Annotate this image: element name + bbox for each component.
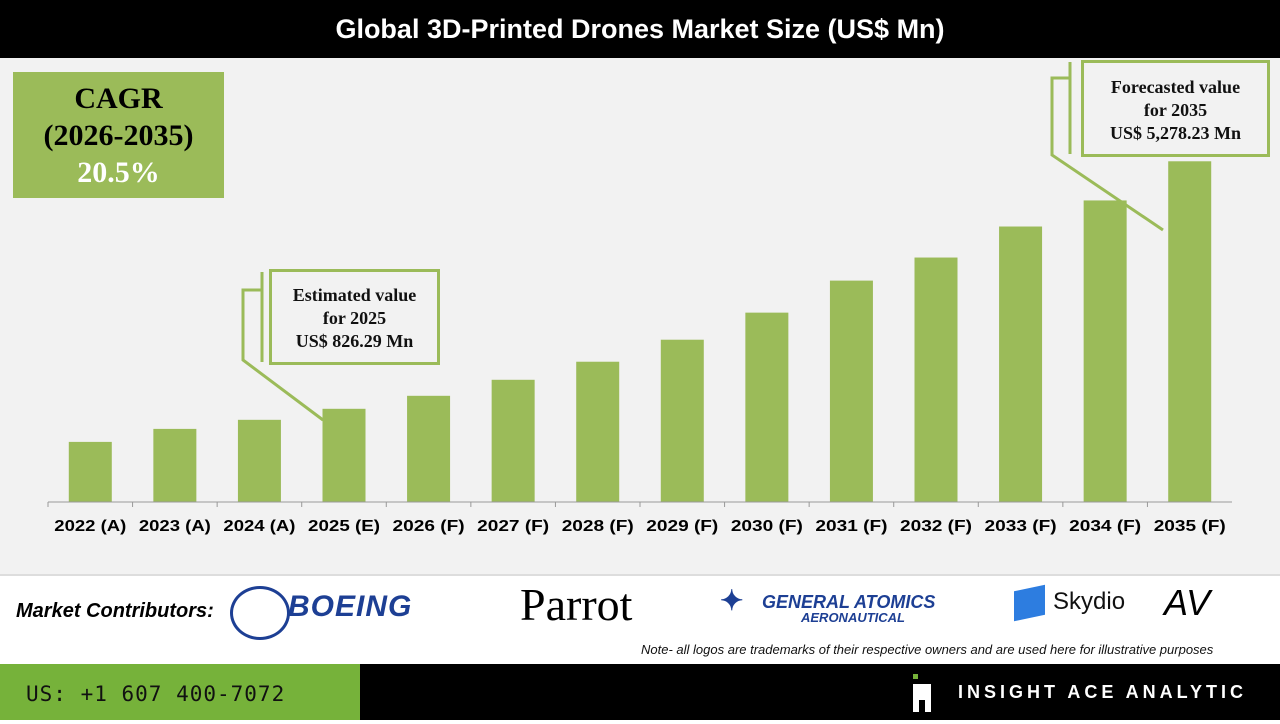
x-tick-label: 2028 (F) xyxy=(562,518,634,535)
x-tick-label: 2031 (F) xyxy=(815,518,887,535)
x-tick-label: 2027 (F) xyxy=(477,518,549,535)
general-atomics-diamond-icon: ✦ xyxy=(720,585,744,616)
cagr-value: 20.5% xyxy=(77,156,160,189)
parrot-logo: Parrot xyxy=(520,579,633,630)
x-tick-label: 2025 (E) xyxy=(308,518,380,535)
x-tick-label: 2033 (F) xyxy=(985,518,1057,535)
x-tick-label: 2030 (F) xyxy=(731,518,803,535)
bar xyxy=(68,441,112,502)
bar xyxy=(491,379,535,502)
x-tick-label: 2022 (A) xyxy=(54,518,126,535)
brand-name: INSIGHT ACE ANALYTIC xyxy=(958,682,1248,702)
phone-number: US: +1 607 400-7072 xyxy=(0,664,360,720)
x-tick-label: 2024 (A) xyxy=(223,518,295,535)
callout-text: for 2025 xyxy=(322,308,387,328)
estimated-callout-connector xyxy=(241,288,324,422)
trademark-note: Note- all logos are trademarks of their … xyxy=(641,642,1214,657)
bar xyxy=(914,257,958,502)
bar xyxy=(1083,200,1127,502)
x-tick-label: 2035 (F) xyxy=(1154,518,1226,535)
bar xyxy=(153,428,197,502)
x-tick-label: 2029 (F) xyxy=(646,518,718,535)
forecast-value-callout: Forecasted value for 2035 US$ 5,278.23 M… xyxy=(1081,60,1270,157)
bar-chart: 2022 (A) 2023 (A) 2024 (A) 2025 (E) 2026 (F)… xyxy=(47,62,1232,535)
bar xyxy=(407,395,451,502)
callout-text: for 2035 xyxy=(1143,100,1208,120)
av-logo: AV xyxy=(1164,582,1211,623)
chart-title: Global 3D-Printed Drones Market Size (US… xyxy=(0,0,1280,58)
skydio-logo: Skydio xyxy=(1053,588,1126,615)
bar xyxy=(237,419,281,502)
forecast-callout-connector xyxy=(1050,76,1164,232)
cagr-box: CAGR (2026-2035) 20.5% xyxy=(13,72,224,198)
cagr-label: CAGR xyxy=(74,82,163,115)
x-tick-label: 2034 (F) xyxy=(1069,518,1141,535)
general-atomics-subtitle: AERONAUTICAL xyxy=(801,610,905,625)
bar xyxy=(999,226,1043,502)
bar xyxy=(322,408,366,502)
estimated-value-callout: Estimated value for 2025 US$ 826.29 Mn xyxy=(269,269,440,365)
contributors-label: Market Contributors: xyxy=(16,600,214,622)
bar xyxy=(1168,161,1212,502)
boeing-globe-icon xyxy=(230,586,290,640)
bar xyxy=(576,361,620,502)
contributors-section: Market Contributors: BOEING Parrot ✦ GEN… xyxy=(0,578,1280,664)
insight-ace-logo-icon xyxy=(913,674,931,712)
callout-text: Estimated value xyxy=(292,285,417,305)
x-tick-label: 2023 (A) xyxy=(139,518,211,535)
callout-value: US$ 5,278.23 Mn xyxy=(1109,123,1241,143)
bar xyxy=(829,280,873,502)
x-tick-label: 2032 (F) xyxy=(900,518,972,535)
footer: US: +1 607 400-7072 INSIGHT ACE ANALYTIC xyxy=(0,664,1280,720)
callout-text: Forecasted value xyxy=(1110,77,1241,97)
general-atomics-logo: GENERAL ATOMICS xyxy=(762,592,936,612)
bar xyxy=(745,312,789,502)
x-tick-label: 2026 (F) xyxy=(393,518,465,535)
boeing-logo: BOEING xyxy=(288,590,413,623)
callout-value: US$ 826.29 Mn xyxy=(295,331,414,351)
skydio-icon xyxy=(1014,584,1045,622)
cagr-period: (2026-2035) xyxy=(43,119,194,152)
bar xyxy=(660,339,704,502)
